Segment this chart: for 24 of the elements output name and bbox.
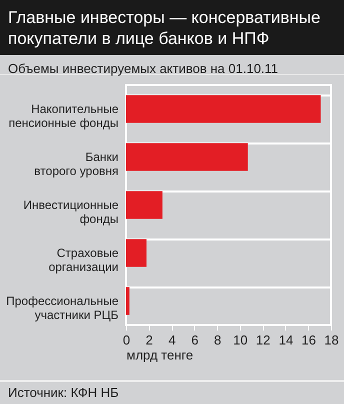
x-tick-label: 2: [146, 332, 153, 348]
x-tick-label: 14: [278, 332, 294, 348]
bar: [126, 239, 146, 267]
bar: [126, 95, 321, 123]
x-tick-label: 4: [168, 332, 176, 348]
x-tick-label: 16: [301, 332, 316, 348]
y-tick-label: Инвестиционные фонды: [23, 198, 119, 226]
chart-title: Главные инвесторы — консервативные покупатели в лице банков и НПФ: [0, 0, 344, 55]
bar: [126, 191, 162, 219]
y-tick-label: Страховые организации: [48, 246, 119, 274]
x-tick-label: 8: [214, 332, 222, 348]
x-tick-label: 10: [233, 332, 248, 348]
chart-subtitle: Объемы инвестируемых активов на 01.10.11: [0, 55, 344, 76]
y-tick-label: Профессиональные участники РЦБ: [6, 294, 119, 322]
y-tick-label: Накопительные пенсионные фонды: [8, 102, 119, 130]
x-axis-title: млрд тенге: [126, 348, 194, 362]
x-tick-label: 6: [191, 332, 198, 348]
x-tick-label: 0: [122, 332, 130, 348]
text: Источник: КФН НБ: [0, 380, 344, 404]
y-tick-label: Банки второго уровня: [34, 150, 118, 178]
bar: [126, 287, 130, 315]
bar: [126, 143, 248, 171]
x-tick-label: 18: [324, 332, 339, 348]
x-tick-label: 12: [256, 332, 270, 348]
